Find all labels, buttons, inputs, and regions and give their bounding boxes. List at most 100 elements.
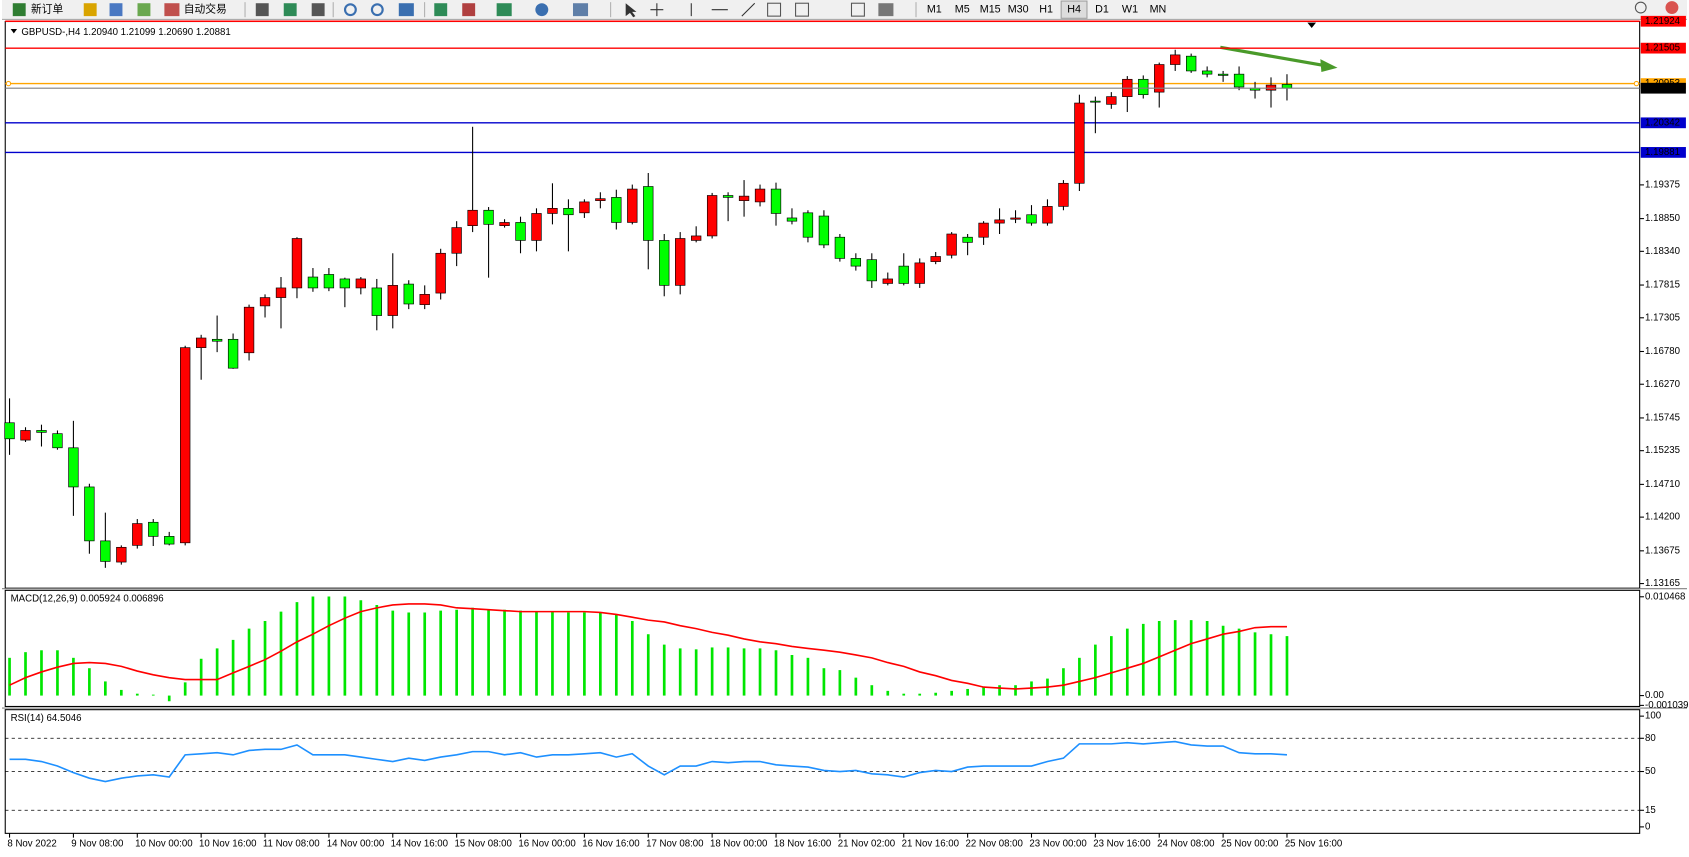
timeframe-button[interactable]: D1 <box>1095 4 1109 16</box>
x-tick-label: 11 Nov 08:00 <box>263 839 320 850</box>
toolbar-icon[interactable] <box>109 3 123 17</box>
timeframe-button[interactable]: M1 <box>927 4 942 16</box>
toolbar-icon[interactable] <box>311 3 325 17</box>
toolbar-icon[interactable] <box>535 3 549 17</box>
candle-body <box>467 209 478 226</box>
x-tick-label: 21 Nov 16:00 <box>902 839 959 850</box>
y-tick-label: 1.15235 <box>1645 445 1680 456</box>
candle-body <box>1058 182 1069 207</box>
toolbar-icon[interactable] <box>137 3 151 17</box>
x-tick-label: 25 Nov 00:00 <box>1221 839 1278 850</box>
x-tick-label: 10 Nov 16:00 <box>199 839 256 850</box>
candle-body <box>962 236 973 243</box>
candle-body <box>627 188 638 223</box>
y-tick-label: 1.16780 <box>1645 346 1680 357</box>
candle-body <box>1265 84 1277 91</box>
price-level-handle <box>5 80 12 87</box>
y-tick-label: 0.010468 <box>1645 591 1685 602</box>
price-level-tag <box>1640 117 1686 129</box>
y-tick-label: 0 <box>1645 821 1650 832</box>
candle-body <box>1138 78 1149 96</box>
candle-body <box>36 430 47 433</box>
candle-body <box>355 278 366 289</box>
timeframe-button[interactable]: W1 <box>1122 4 1138 16</box>
y-tick-label: 100 <box>1645 711 1661 722</box>
crosshair-icon[interactable] <box>650 3 664 17</box>
x-tick-label: 24 Nov 08:00 <box>1157 839 1214 850</box>
toolbar-icon[interactable] <box>434 3 448 17</box>
x-tick-label: 9 Nov 08:00 <box>71 839 123 850</box>
search-icon[interactable] <box>1634 1 1647 14</box>
candle-body <box>483 209 494 225</box>
timeframe-button[interactable]: M30 <box>1008 4 1029 16</box>
candle-body <box>1281 84 1293 89</box>
candle-body <box>531 213 542 241</box>
candle-body <box>547 208 558 214</box>
toolbar-icon[interactable] <box>283 3 297 17</box>
y-tick-label: 15 <box>1645 805 1656 816</box>
timeframe-button[interactable]: MN <box>1150 4 1167 16</box>
auto-trading-button[interactable]: 自动交易 <box>184 3 227 16</box>
price-level-label: 1.21924 <box>1645 16 1681 27</box>
zoom-in-icon[interactable] <box>343 3 357 17</box>
price-level-tag <box>1640 15 1686 27</box>
candle-body <box>1201 70 1213 75</box>
toolbar-icon[interactable] <box>878 3 894 17</box>
macd-title: MACD(12,26,9) 0.005924 0.006896 <box>11 593 164 604</box>
candle-body <box>754 188 766 203</box>
notification-badge[interactable] <box>1665 1 1679 14</box>
y-tick-label: 1.18850 <box>1645 213 1680 224</box>
x-tick-label: 21 Nov 02:00 <box>838 839 895 850</box>
timeframe-button[interactable]: H4 <box>1067 4 1081 16</box>
candle-body <box>611 197 622 223</box>
y-tick-label: 1.14710 <box>1645 479 1680 490</box>
price-level-tag <box>1640 42 1686 54</box>
candle-body <box>307 276 319 289</box>
timeframe-selected <box>1060 0 1088 19</box>
zoom-out-icon[interactable] <box>370 3 384 17</box>
candle-body <box>1170 54 1181 65</box>
new-order-icon[interactable] <box>12 3 26 17</box>
cursor-icon[interactable] <box>625 3 637 18</box>
x-tick-label: 18 Nov 00:00 <box>710 839 767 850</box>
candle-body <box>116 546 127 563</box>
candle-body <box>978 222 989 238</box>
candle-body <box>1010 217 1021 220</box>
candle-body <box>243 306 255 354</box>
new-order-button[interactable]: 新订单 <box>31 3 64 16</box>
candle-body <box>435 252 446 294</box>
toolbar-icon[interactable] <box>255 3 269 17</box>
x-tick-label: 16 Nov 00:00 <box>518 839 575 850</box>
candle-body <box>1090 100 1101 103</box>
toolbar-icon[interactable] <box>767 2 782 17</box>
candle-body <box>195 337 207 348</box>
x-tick-label: 15 Nov 08:00 <box>454 839 511 850</box>
candle-body <box>579 201 590 214</box>
candle-body <box>691 235 702 241</box>
toolbar-icon[interactable] <box>398 3 414 17</box>
macd-panel-frame <box>4 589 1641 707</box>
draw-tools-icon[interactable] <box>690 2 756 17</box>
candle-body <box>818 215 830 246</box>
candle-body <box>403 283 414 305</box>
timeframe-button[interactable]: H1 <box>1039 4 1053 16</box>
candle-body <box>227 338 239 369</box>
toolbar-icon[interactable] <box>572 3 589 17</box>
candle-body <box>834 236 846 259</box>
timeframe-button[interactable]: M15 <box>980 4 1001 16</box>
timeframe-button[interactable]: M5 <box>955 4 970 16</box>
macd-signal-line <box>9 603 1287 690</box>
toolbar-icon[interactable] <box>496 3 512 17</box>
toolbar-icon[interactable] <box>795 2 810 17</box>
toolbar-icon[interactable] <box>83 3 97 17</box>
toolbar-icon[interactable] <box>462 3 476 17</box>
candle-body <box>1074 102 1085 184</box>
toolbar-icon[interactable] <box>850 2 865 17</box>
price-level-handle <box>1633 80 1640 87</box>
candle-body <box>1026 214 1037 224</box>
auto-trading-icon[interactable] <box>164 3 180 17</box>
candle-body <box>1186 55 1197 72</box>
x-tick-label: 14 Nov 16:00 <box>391 839 448 850</box>
